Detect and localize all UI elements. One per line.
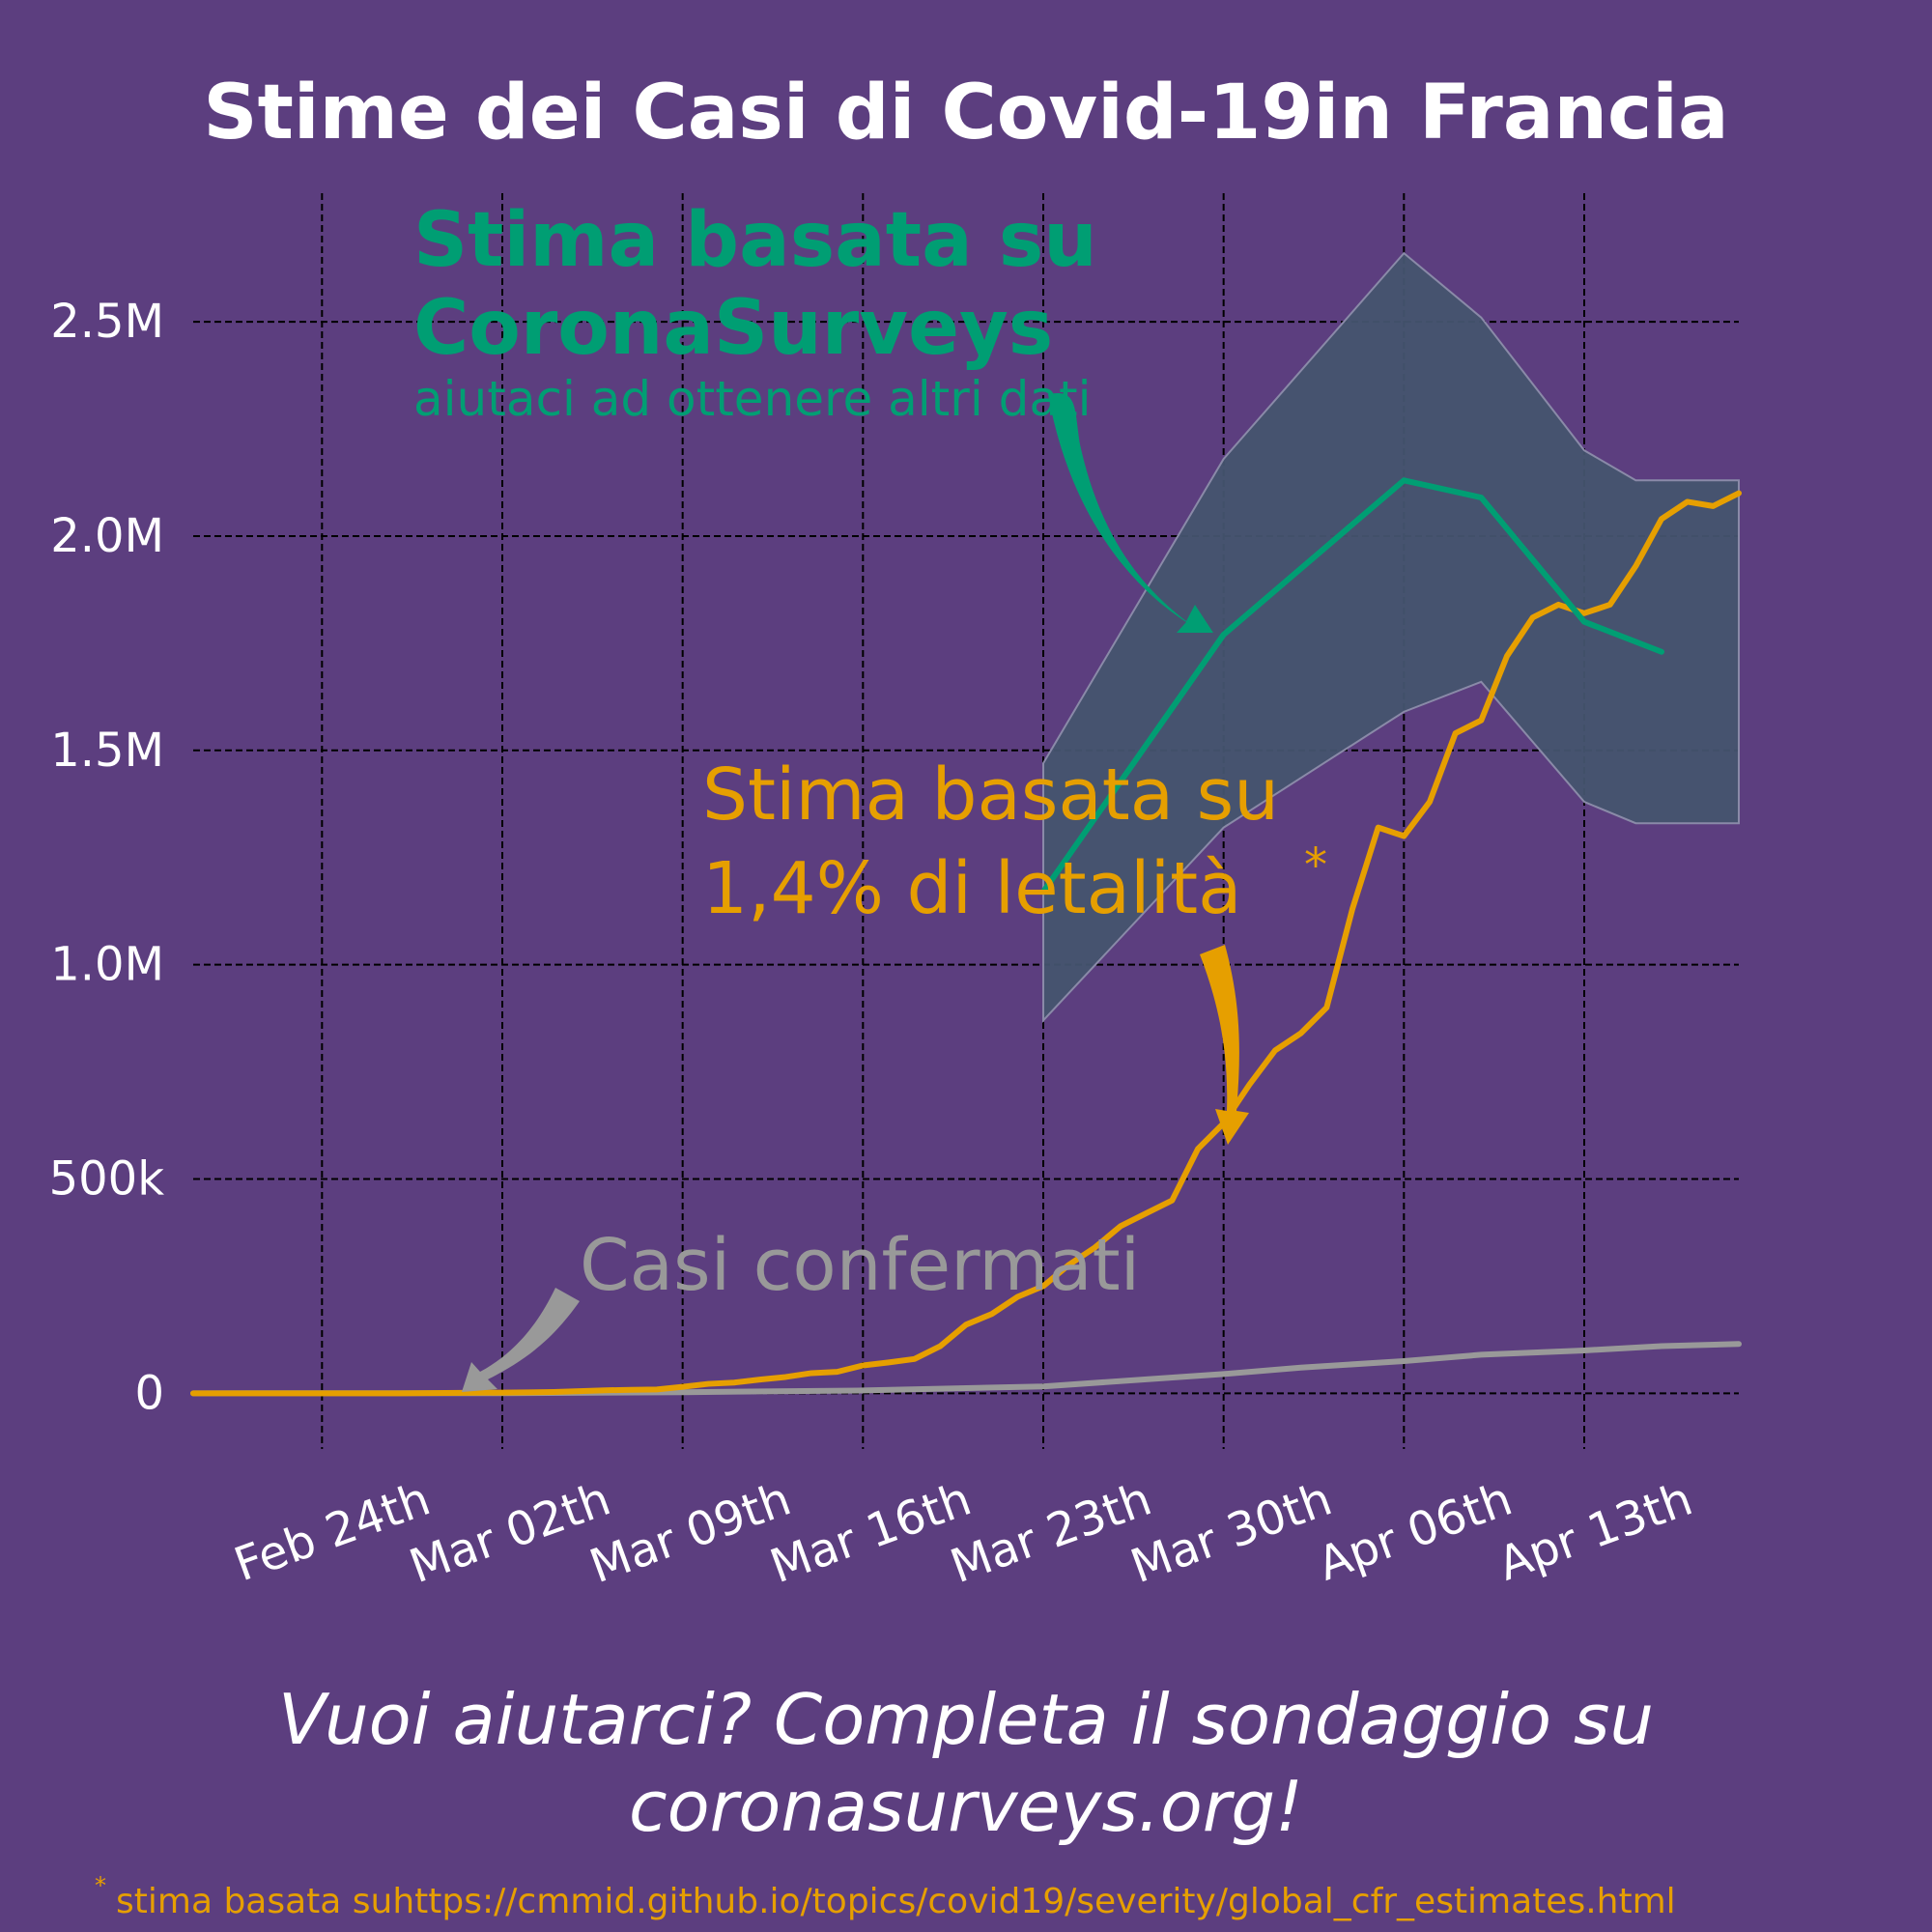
series-lines [190,477,1742,1397]
cta-line1: Vuoi aiutarci? Completa il sondaggio su [278,1679,1654,1760]
surveys-arrow [1048,392,1213,633]
confirmed-annotation: Casi confermati [580,1224,1140,1307]
confidence-band [1042,251,1740,1023]
cfr-arrow [1200,945,1249,1145]
cfr-annotation-line2: 1,4% di letalità [702,847,1242,930]
y-tick-label: 2.0M [50,509,164,563]
y-tick-label: 2.5M [50,295,164,349]
y-tick-label: 1.0M [50,938,164,992]
surveys-annotation-subtitle: aiutaci ad ottenere altri dati [413,371,1092,427]
surveys-annotation-title-line2: CoronaSurveys [413,285,1053,372]
series-cfr-line [190,490,1742,1397]
surveys-confidence-band [1042,251,1740,1023]
cfr-annotation-line1: Stima basata su [702,753,1279,837]
confirmed-arrow [462,1288,580,1392]
footnote-text: stima basata suhttps://cmmid.github.io/t… [116,1882,1676,1921]
series-surveys-line [1040,477,1664,895]
surveys-annotation-title-line1: Stima basata su [413,197,1097,284]
cta-line2: coronasurveys.org! [629,1766,1303,1847]
chart-title: Stime dei Casi di Covid-19in Francia [203,70,1728,156]
cfr-annotation-asterisk: * [1304,838,1327,893]
y-tick-label: 500k [49,1151,165,1206]
y-tick-label: 0 [134,1366,164,1420]
footnote-asterisk: * [95,1872,106,1899]
y-tick-label: 1.5M [50,724,164,778]
